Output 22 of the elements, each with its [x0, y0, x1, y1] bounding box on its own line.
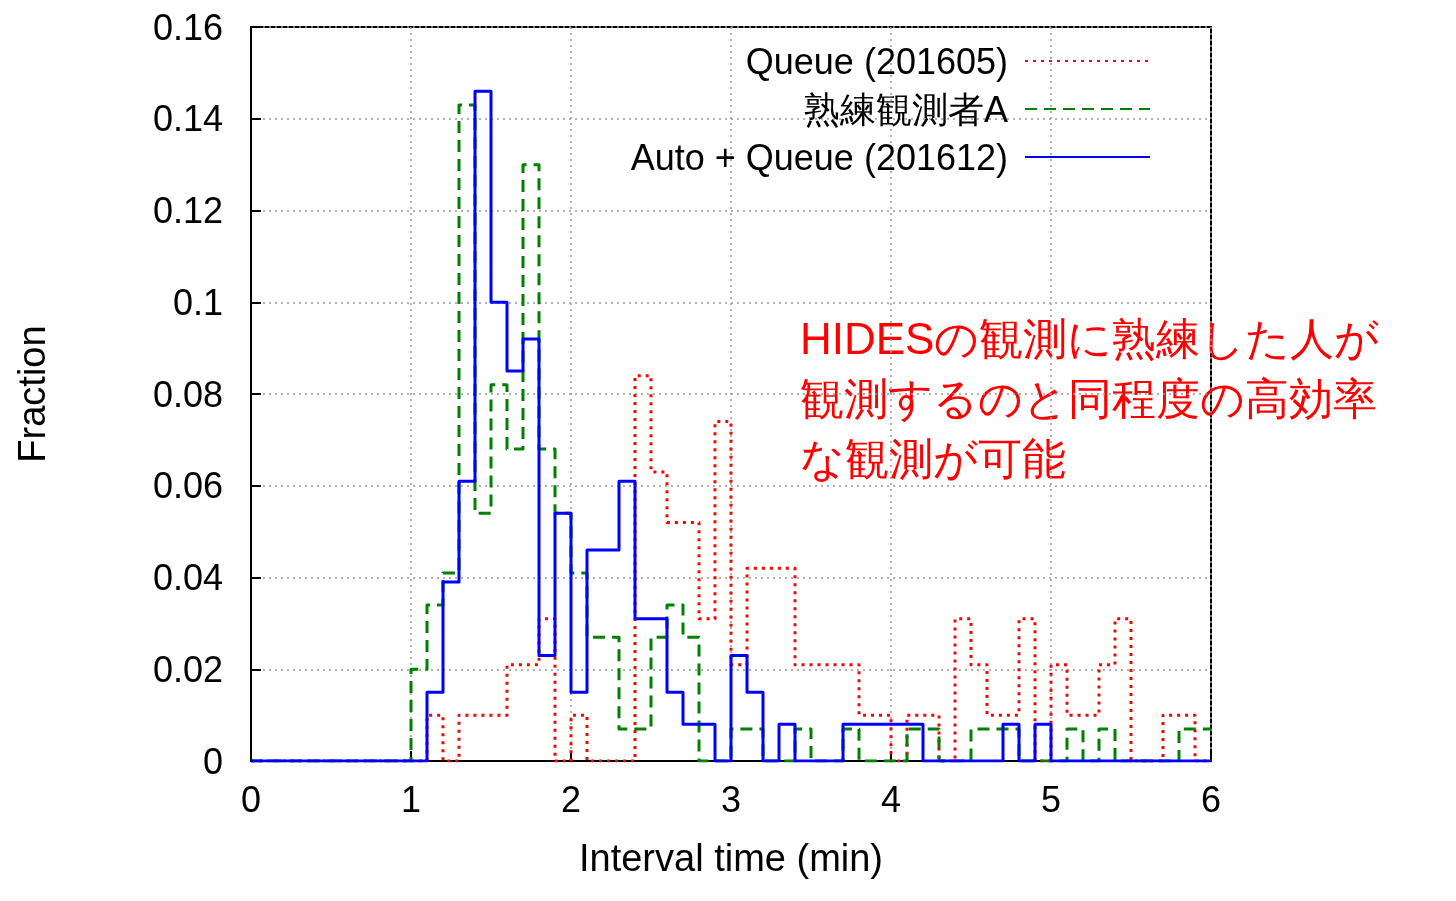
y-tick-label: 0.16 — [152, 6, 223, 48]
y-tick-label: 0.06 — [152, 465, 223, 507]
legend-label: Auto + Queue (201612) — [630, 136, 1008, 178]
y-tick-label: 0.08 — [152, 373, 223, 415]
x-tick-label: 6 — [1200, 778, 1222, 820]
x-tick-label: 2 — [560, 778, 582, 820]
y-tick-label: 0.12 — [152, 190, 223, 231]
y-tick-label: 0.1 — [172, 281, 223, 323]
legend-label: Queue (201605) — [745, 40, 1008, 82]
y-tick-label: 0.02 — [152, 648, 223, 690]
y-tick-label: 0 — [202, 740, 223, 782]
annotation: HIDESの観測に熟練した人が観測するのと同程度の高効率な観測が可能 — [800, 313, 1380, 483]
x-tick-label: 0 — [240, 778, 262, 820]
x-tick-label: 4 — [880, 778, 902, 820]
x-tick-label: 3 — [720, 778, 742, 820]
y-tick-label: 0.14 — [152, 98, 223, 140]
y-tick-label: 0.04 — [152, 557, 223, 598]
x-tick-label: 1 — [400, 778, 422, 820]
legend-label: 熟練観測者A — [803, 88, 1008, 130]
x-axis-title: Interval time (min) — [578, 837, 884, 879]
x-tick-label: 5 — [1040, 778, 1062, 820]
y-axis-title: Fraction — [11, 325, 53, 463]
